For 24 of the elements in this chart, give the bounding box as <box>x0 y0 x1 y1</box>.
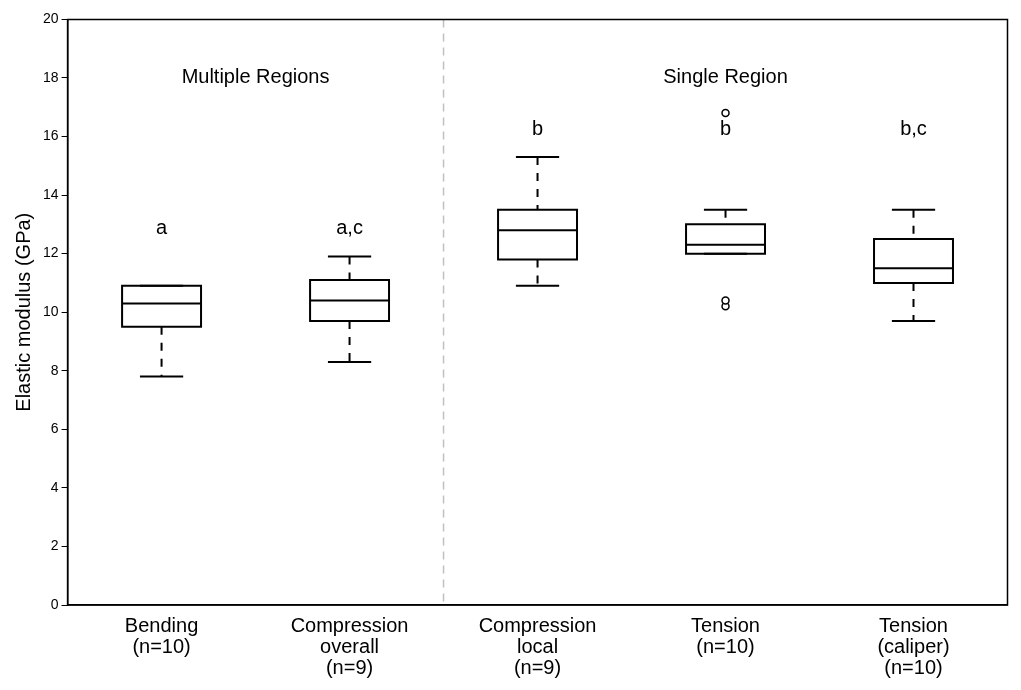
y-tick-label: 0 <box>50 595 59 612</box>
y-tick-label: 16 <box>42 127 59 144</box>
x-tick-label: Compression overall (n=9) <box>290 614 409 679</box>
annotation: b <box>531 116 544 139</box>
annotation: a,c <box>336 216 363 239</box>
y-tick-label: 4 <box>50 478 59 495</box>
x-tick-label: Tension (caliper) (n=10) <box>877 614 950 679</box>
y-tick-label: 20 <box>42 10 59 27</box>
x-tick-label: Tension (n=10) <box>691 614 760 658</box>
y-tick-label: 14 <box>42 185 59 202</box>
y-tick-label: 18 <box>42 68 59 85</box>
y-tick-label: 10 <box>42 303 59 320</box>
y-axis-title: Elastic modulus (GPa) <box>11 212 34 412</box>
annotation: b <box>719 116 732 139</box>
annotation: Multiple Regions <box>181 65 330 88</box>
annotation: a <box>156 216 168 239</box>
y-tick-label: 6 <box>50 420 59 437</box>
y-tick-label: 2 <box>50 537 59 554</box>
x-tick-label: Bending (n=10) <box>124 614 199 658</box>
x-tick-label: Compression local (n=9) <box>478 614 597 679</box>
annotation: Single Region <box>663 65 788 88</box>
y-tick-label: 8 <box>50 361 59 378</box>
y-tick-label: 12 <box>42 244 59 261</box>
annotation: b,c <box>900 116 927 139</box>
